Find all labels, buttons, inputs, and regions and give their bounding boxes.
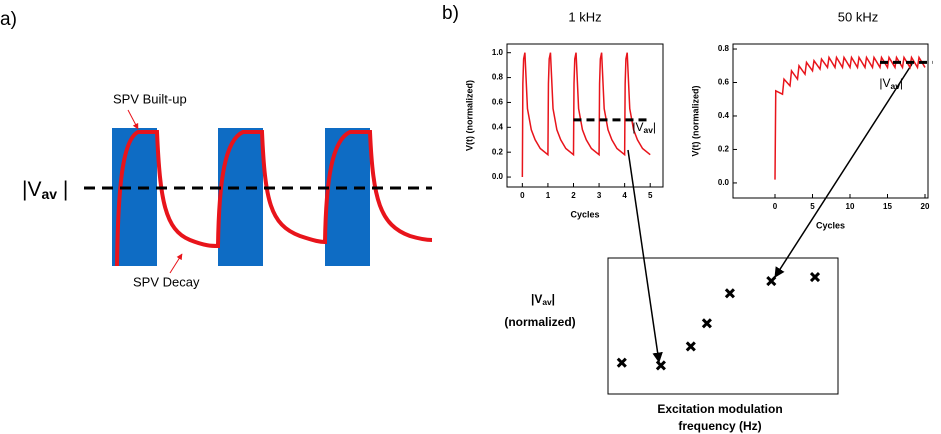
vav-label: |Vav |: [22, 178, 68, 202]
data-point: [809, 271, 821, 283]
data-line: [774, 55, 926, 180]
vav-label: |Vav|: [879, 76, 903, 91]
y-tick-label: 0.4: [492, 122, 504, 131]
vav-sub: av: [644, 125, 654, 135]
x-axis-label: Cycles: [570, 209, 599, 219]
x-tick-label: 5: [810, 202, 815, 211]
y-tick-label: 0.2: [492, 147, 504, 156]
x-tick-label: 4: [622, 191, 627, 200]
y-tick-label: 0.6: [718, 78, 730, 87]
plot-frame: [732, 43, 929, 199]
marker-cross: [766, 276, 777, 287]
x-tick-label: 0: [773, 202, 778, 211]
x-tick-label: 20: [921, 202, 930, 211]
vav-end: |: [900, 76, 903, 90]
vav-label: |Vav|: [531, 292, 555, 307]
y-tick-label: 0.0: [492, 172, 504, 181]
link-arrow: [774, 63, 913, 278]
vav-end: |: [552, 292, 555, 306]
plot-frame: [506, 43, 664, 188]
y-tick-label: 0.8: [718, 44, 730, 53]
y-tick-label: 0.2: [718, 145, 730, 154]
chart-title: 1 kHz: [568, 9, 601, 24]
vav-end: |: [57, 178, 68, 201]
plot-frame: [607, 257, 839, 395]
vav-text: |V: [22, 178, 41, 201]
y-tick-label: 0.6: [492, 98, 504, 107]
marker-cross: [724, 288, 735, 299]
panel-label: a): [0, 9, 17, 30]
x-axis-label: Excitation modulation: [657, 402, 782, 416]
x-tick-label: 10: [846, 202, 855, 211]
spv-curve: [115, 130, 433, 267]
x-axis-label: frequency (Hz): [678, 419, 761, 433]
vav-text: |V: [879, 76, 890, 90]
y-tick-label: 0.4: [718, 111, 730, 120]
marker-cross: [701, 318, 712, 329]
annotation-arrow: [169, 253, 183, 274]
panel-a: a) |Vav | SPV Built-up SPV Decay: [0, 9, 433, 289]
link-arrow: [627, 149, 663, 364]
marker-cross: [655, 360, 666, 371]
vav-end: |: [653, 120, 656, 134]
panel-label: b): [442, 3, 459, 24]
x-tick-label: 1: [546, 191, 551, 200]
x-tick-label: 3: [597, 191, 602, 200]
vav-text: |V: [632, 120, 643, 134]
y-axis-label: V(t) (normalized): [690, 85, 700, 156]
y-tick-label: 0.0: [718, 178, 730, 187]
data-point: [655, 360, 666, 371]
vav-sub: av: [891, 81, 901, 91]
annotation-arrow: [127, 109, 139, 130]
x-tick-label: 5: [648, 191, 653, 200]
data-point: [724, 288, 735, 299]
x-tick-label: 0: [520, 191, 525, 200]
marker-cross: [616, 357, 627, 368]
pulse: [325, 128, 370, 266]
data-point: [766, 276, 777, 287]
vav-text: |V: [531, 292, 542, 306]
x-tick-label: 2: [571, 191, 576, 200]
data-point: [616, 357, 627, 368]
y-axis-label: (normalized): [504, 315, 575, 329]
built-up-label: SPV Built-up: [113, 91, 187, 106]
vav-sub: av: [542, 297, 552, 307]
y-tick-label: 1.0: [492, 48, 504, 57]
marker-cross: [685, 341, 696, 352]
data-point: [701, 318, 712, 329]
decay-label: SPV Decay: [133, 274, 200, 289]
x-tick-label: 15: [883, 202, 892, 211]
marker-cross: [809, 271, 821, 283]
y-axis-label: V(t) (normalized): [464, 80, 474, 151]
data-point: [685, 341, 696, 352]
chart-title: 50 kHz: [838, 9, 878, 24]
data-line: [521, 52, 651, 178]
y-tick-label: 0.8: [492, 73, 504, 82]
x-axis-label: Cycles: [816, 220, 845, 230]
vav-label: |Vav|: [632, 120, 656, 135]
pulse: [218, 128, 263, 266]
vav-sub: av: [41, 186, 57, 202]
